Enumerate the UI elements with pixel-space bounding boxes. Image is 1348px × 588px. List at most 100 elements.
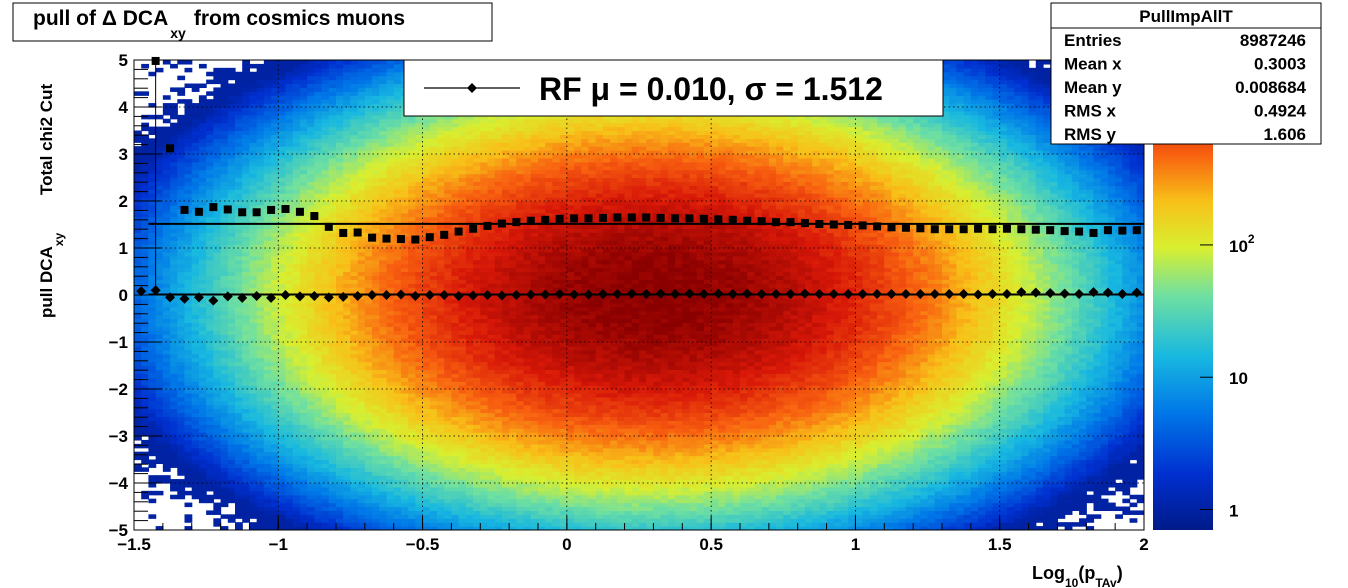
heatmap-cell <box>299 63 308 69</box>
heatmap-cell <box>249 279 258 284</box>
heatmap-cell <box>249 310 258 316</box>
heatmap-cell <box>314 479 323 484</box>
heatmap-cell <box>206 385 214 390</box>
heatmap-cell <box>314 338 323 343</box>
heatmap-cell <box>278 322 287 327</box>
heatmap-cell <box>379 404 388 410</box>
heatmap-cell <box>444 412 453 418</box>
heatmap-cell <box>372 157 380 163</box>
heatmap-cell <box>256 216 265 222</box>
heatmap-cell <box>285 408 294 414</box>
heatmap-cell <box>408 490 416 496</box>
heatmap-cell <box>206 349 214 355</box>
heatmap-cell <box>206 392 214 398</box>
heatmap-cell <box>184 381 193 386</box>
heatmap-cell <box>162 428 171 433</box>
heatmap-cell <box>444 381 453 386</box>
heatmap-cell <box>170 204 178 210</box>
heatmap-cell <box>379 498 388 504</box>
heatmap-cell <box>278 259 287 265</box>
heatmap-cell <box>242 99 251 104</box>
heatmap-cell <box>350 463 359 468</box>
heatmap-cell <box>256 361 265 367</box>
heatmap-cell <box>437 118 445 124</box>
heatmap-cell <box>350 490 359 496</box>
heatmap-cell <box>263 79 272 85</box>
heatmap-cell <box>155 439 164 445</box>
heatmap-cell <box>386 471 395 476</box>
heatmap-cell <box>372 220 380 226</box>
heatmap-cell <box>292 244 301 249</box>
heatmap-cell <box>393 259 402 265</box>
heatmap-cell <box>357 267 366 273</box>
heatmap-cell <box>148 298 157 304</box>
heatmap-cell <box>198 224 207 230</box>
heatmap-cell <box>134 173 142 179</box>
heatmap-cell <box>162 436 171 441</box>
heatmap-cell <box>227 193 236 198</box>
heatmap-cell <box>242 349 251 355</box>
heatmap-cell <box>415 291 424 296</box>
heatmap-cell <box>408 306 416 312</box>
heatmap-cell <box>242 436 251 441</box>
heatmap-cell <box>271 396 279 402</box>
heatmap-cell <box>263 224 272 230</box>
heatmap-cell <box>134 185 142 190</box>
heatmap-cell <box>408 455 416 461</box>
heatmap-cell <box>263 310 272 316</box>
heatmap-cell <box>437 486 445 492</box>
heatmap-cell <box>379 87 388 92</box>
heatmap-cell <box>184 267 193 273</box>
heatmap-cell <box>213 463 222 468</box>
heatmap-cell <box>386 291 395 296</box>
heatmap-cell <box>408 208 416 214</box>
heatmap-cell <box>206 463 214 468</box>
heatmap-cell <box>170 392 178 398</box>
heatmap-cell <box>437 377 445 382</box>
heatmap-cell <box>444 287 453 292</box>
heatmap-cell <box>429 255 438 261</box>
heatmap-cell <box>372 150 380 155</box>
heatmap-cell <box>350 181 359 186</box>
heatmap-cell <box>213 279 222 284</box>
heatmap-cell <box>162 377 171 382</box>
heatmap-cell <box>242 510 251 515</box>
heatmap-cell <box>429 353 438 359</box>
heatmap-cell <box>285 455 294 461</box>
heatmap-cell <box>249 302 258 308</box>
heatmap-cell <box>263 381 272 386</box>
heatmap-cell <box>249 467 258 472</box>
heatmap-cell <box>206 251 214 257</box>
heatmap-cell <box>364 334 373 339</box>
heatmap-cell <box>400 404 409 410</box>
heatmap-cell <box>263 416 272 421</box>
heatmap-cell <box>292 91 301 96</box>
heatmap-cell <box>148 71 157 77</box>
heatmap-cell <box>429 342 438 347</box>
heatmap-cell <box>299 201 308 206</box>
heatmap-cell <box>162 432 171 437</box>
heatmap-cell <box>422 490 431 496</box>
heatmap-cell <box>213 459 222 465</box>
heatmap-cell <box>278 443 287 449</box>
heatmap-cell <box>364 114 373 120</box>
heatmap-cell <box>343 185 352 190</box>
heatmap-cell <box>314 467 323 472</box>
heatmap-cell <box>256 295 265 300</box>
heatmap-cell <box>285 428 294 433</box>
heatmap-cell <box>148 412 157 418</box>
heatmap-cell <box>155 432 164 437</box>
heatmap-cell <box>198 314 207 320</box>
heatmap-cell <box>437 439 445 445</box>
heatmap-cell <box>386 75 395 81</box>
heatmap-cell <box>357 251 366 257</box>
heatmap-cell <box>321 63 330 69</box>
heatmap-cell <box>299 60 308 65</box>
heatmap-cell <box>343 267 352 273</box>
heatmap-cell <box>249 365 258 371</box>
heatmap-cell <box>162 338 171 343</box>
heatmap-cell <box>292 220 301 226</box>
heatmap-cell <box>393 79 402 85</box>
heatmap-cell <box>372 420 380 425</box>
heatmap-cell <box>177 467 186 472</box>
